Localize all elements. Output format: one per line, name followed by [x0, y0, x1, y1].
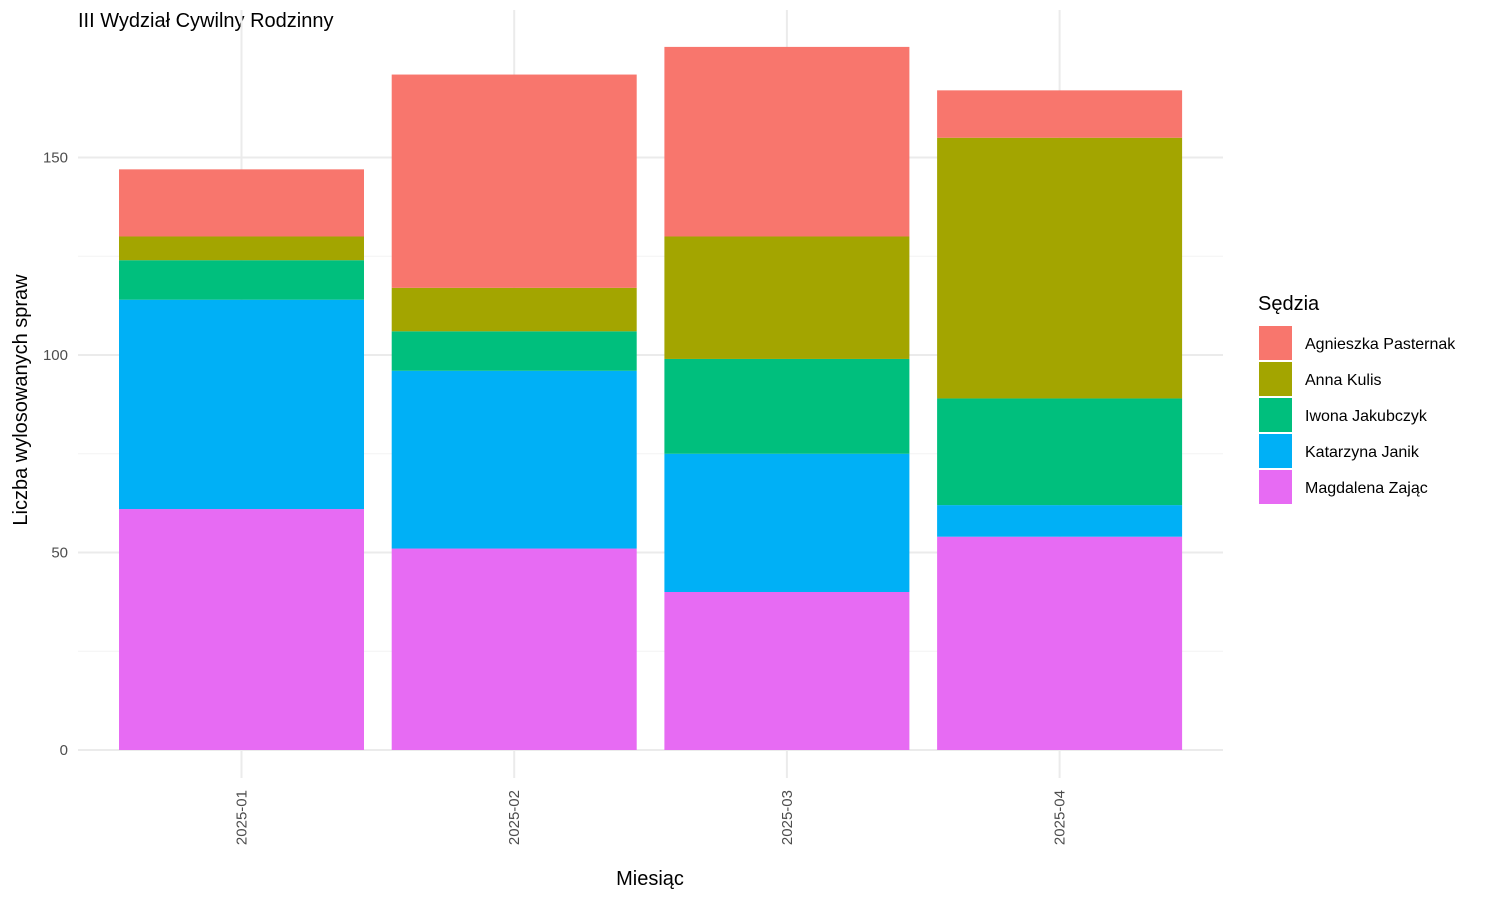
legend-title: Sędzia	[1258, 293, 1320, 315]
y-tick-label: 150	[43, 150, 68, 167]
legend-key	[1259, 434, 1292, 468]
bar-segment	[664, 358, 910, 454]
bar-segment	[937, 398, 1183, 506]
x-axis-title: Miesiąc	[616, 868, 684, 890]
legend-label: Iwona Jakubczyk	[1305, 408, 1428, 425]
x-axis-ticks: 2025-01 2025-02 2025-03 2025-04	[234, 790, 1069, 845]
x-tick-label: 2025-02	[506, 790, 523, 845]
bar-segment	[391, 287, 637, 332]
bar-segment	[937, 137, 1183, 399]
bar-segment	[391, 331, 637, 371]
bar-segment	[391, 74, 637, 288]
legend: Sędzia Agnieszka Pasternak Anna Kulis Iwon…	[1258, 293, 1456, 504]
bar-segment	[119, 260, 364, 300]
legend-key	[1259, 362, 1292, 396]
legend-key	[1259, 326, 1292, 360]
x-tick-label: 2025-01	[234, 790, 251, 845]
x-tick-label: 2025-03	[779, 790, 796, 845]
bar-segment	[119, 299, 364, 510]
y-tick-label: 0	[60, 742, 68, 759]
x-tick-label: 2025-04	[1052, 790, 1069, 845]
chart-title: III Wydział Cywilny Rodzinny	[78, 10, 333, 32]
bar-segment	[664, 236, 910, 359]
y-axis-title: Liczba wylosowanych spraw	[10, 274, 32, 526]
legend-key	[1259, 398, 1292, 432]
bar-segment	[391, 370, 637, 549]
bar-segment	[937, 536, 1183, 750]
y-axis-ticks: 0 50 100 150	[43, 150, 68, 760]
bar-segment	[119, 509, 364, 750]
bar-segment	[391, 548, 637, 750]
bar-segment	[119, 236, 364, 261]
y-tick-label: 50	[51, 545, 68, 562]
bar-segment	[937, 90, 1183, 138]
bar-segment	[664, 453, 910, 592]
legend-label: Katarzyna Janik	[1305, 444, 1420, 461]
legend-label: Anna Kulis	[1305, 372, 1382, 389]
bar-segment	[937, 505, 1183, 537]
legend-label: Magdalena Zając	[1305, 480, 1428, 497]
bar-segment	[664, 592, 910, 750]
bar-segment	[119, 169, 364, 237]
y-tick-label: 100	[43, 347, 68, 364]
bars	[119, 46, 1183, 750]
bar-segment	[664, 46, 910, 237]
legend-key	[1259, 470, 1292, 504]
legend-label: Agnieszka Pasternak	[1305, 336, 1456, 353]
